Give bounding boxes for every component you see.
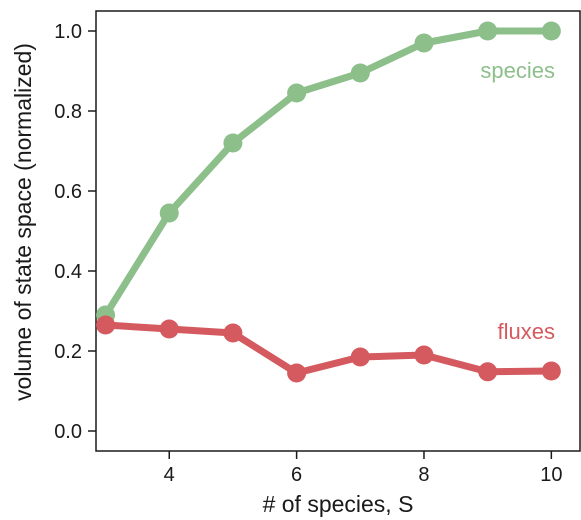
y-tick-label: 0.8 <box>54 101 82 123</box>
y-tick-label: 0.4 <box>54 261 82 283</box>
x-tick-label: 10 <box>540 464 562 486</box>
series-layer <box>96 21 561 383</box>
data-point-species <box>223 133 243 153</box>
x-axis-ticks: 4 6 8 10 <box>164 451 562 486</box>
y-tick-label: 1.0 <box>54 21 82 43</box>
series-line-species <box>102 27 555 319</box>
x-tick-label: 6 <box>291 464 302 486</box>
data-point-species <box>287 83 307 103</box>
data-point-species <box>478 21 498 41</box>
data-point-fluxes <box>287 363 307 383</box>
y-axis-ticks: 0.0 0.2 0.4 0.6 0.8 1.0 <box>54 21 96 443</box>
x-tick-label: 4 <box>164 464 175 486</box>
series-line-fluxes <box>102 321 555 377</box>
y-tick-label: 0.6 <box>54 181 82 203</box>
series-label-species: species <box>480 58 555 83</box>
data-point-fluxes <box>223 323 243 343</box>
x-axis-label: # of species, S <box>263 491 414 517</box>
series-label-fluxes: fluxes <box>498 319 555 344</box>
data-point-fluxes <box>350 347 370 367</box>
data-point-species <box>541 21 561 41</box>
series-fluxes <box>96 315 561 383</box>
data-point-species <box>159 203 179 223</box>
y-tick-label: 0.2 <box>54 341 82 363</box>
data-point-fluxes <box>414 345 434 365</box>
data-point-fluxes <box>478 362 498 382</box>
x-tick-label: 8 <box>418 464 429 486</box>
data-point-fluxes <box>96 315 116 335</box>
y-axis-label: volume of state space (normalized) <box>10 43 36 401</box>
y-tick-label: 0.0 <box>54 421 82 443</box>
data-point-species <box>350 63 370 83</box>
data-point-fluxes <box>159 319 179 339</box>
plot-frame <box>95 10 581 452</box>
plot-axes <box>95 10 581 452</box>
data-point-fluxes <box>541 361 561 381</box>
data-point-species <box>414 33 434 53</box>
